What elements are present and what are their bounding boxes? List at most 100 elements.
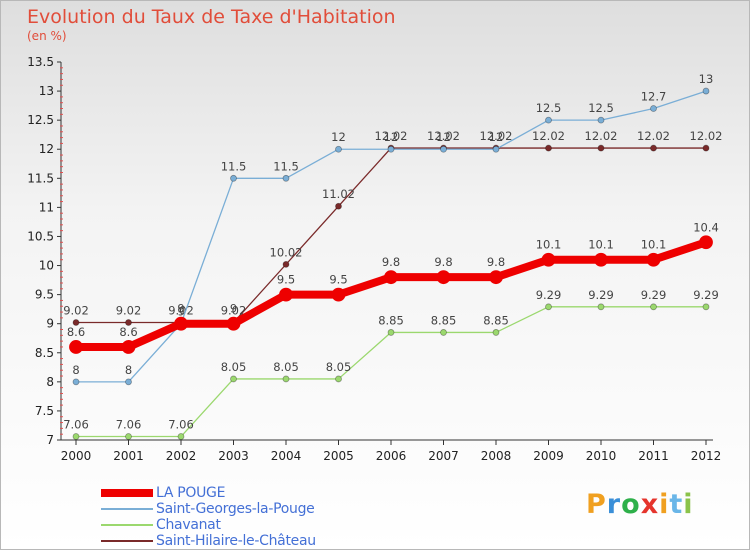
series-chavanat-point [177,433,185,440]
y-tick-label: 9 [46,317,54,331]
series-la-pouge-point [384,270,398,285]
series-chavanat-data-label: 9.29 [536,288,562,302]
legend-swatch [101,540,153,542]
series-chavanat-point [230,375,237,383]
series-chavanat-point [440,329,447,336]
logo-letter: o [621,489,641,520]
series-la-pouge-data-label: 9 [177,302,184,316]
series-saint-hilaire-le-ch-teau-data-label: 12.02 [375,129,408,143]
series-saint-hilaire-le-ch-teau-data-label: 12.02 [480,129,513,143]
series-saint-hilaire-le-ch-teau-data-label: 9.02 [221,304,247,318]
x-tick-label: 2008 [481,449,512,463]
series-la-pouge-data-label: 10.1 [588,238,614,252]
series-saint-georges-la-pouge-point [702,87,710,95]
x-tick-label: 2012 [691,449,722,463]
series-saint-georges-la-pouge-data-label: 13 [699,72,714,86]
x-tick-label: 2005 [323,449,354,463]
series-la-pouge-data-label: 8.6 [67,325,85,339]
series-la-pouge-point [121,340,136,354]
y-tick-label: 7 [46,433,54,447]
series-saint-georges-la-pouge-data-label: 8 [72,363,79,377]
legend-label: Saint-Georges-la-Pouge [156,501,315,517]
series-la-pouge-point [594,252,608,267]
logo-letter: x [640,489,660,520]
x-tick-label: 2002 [166,449,197,463]
series-la-pouge-data-label: 10.4 [693,220,719,234]
x-tick-label: 2003 [218,449,249,463]
series-saint-georges-la-pouge-point [282,174,290,182]
series-la-pouge-data-label: 10.1 [536,238,562,252]
logo-letter: i [659,489,670,520]
y-tick-label: 10 [39,259,54,273]
y-tick-label: 13.5 [27,55,54,69]
x-tick-label: 2004 [271,449,302,463]
series-saint-georges-la-pouge-data-label: 12.5 [536,101,562,115]
chart-title: Evolution du Taux de Taxe d'Habitation [27,6,396,28]
series-la-pouge-point [279,287,293,302]
series-saint-hilaire-le-ch-teau-point [545,144,552,152]
series-saint-georges-la-pouge-point [492,145,500,153]
series-saint-georges-la-pouge-data-label: 12 [436,130,451,144]
series-chavanat-data-label: 8.85 [483,313,509,327]
y-tick-label: 13 [39,84,54,98]
series-chavanat-data-label: 9.29 [588,288,614,302]
series-chavanat-point [72,433,80,440]
series-la-pouge-data-label: 9 [230,302,237,316]
series-la-pouge-point [646,252,661,267]
series-la-pouge-point [541,252,556,267]
series-saint-georges-la-pouge-data-label: 11.5 [273,159,299,173]
series-saint-georges-la-pouge-data-label: 12 [489,130,504,144]
series-chavanat-point [335,375,342,383]
series-la-pouge-data-label: 10.1 [641,238,667,252]
series-la-pouge-point [699,235,713,250]
series-saint-georges-la-pouge-point [335,145,342,153]
legend-label: LA POUGE [156,485,226,501]
series-saint-georges-la-pouge-data-label: 9 [177,305,184,319]
series-saint-georges-la-pouge-point [440,145,447,153]
y-tick-label: 12 [39,142,54,156]
series-saint-georges-la-pouge-point [72,378,80,386]
series-saint-hilaire-le-ch-teau-data-label: 9.02 [116,304,142,318]
legend-swatch [101,489,153,497]
series-saint-hilaire-le-ch-teau-point [125,319,132,326]
series-la-pouge-data-label: 8.6 [119,325,137,339]
proxiti-logo: Proxiti [586,489,694,520]
legend-swatch [101,508,153,510]
series-saint-hilaire-le-ch-teau-data-label: 11.02 [322,187,355,201]
series-chavanat-data-label: 7.06 [116,418,142,432]
series-chavanat-data-label: 8.85 [431,313,457,327]
series-saint-hilaire-le-ch-teau-data-label: 12.02 [637,129,670,143]
legend-swatch [101,524,153,526]
series-saint-georges-la-pouge-point [230,174,237,182]
series-la-pouge-data-label: 9.5 [329,273,347,287]
series-chavanat-point [282,375,290,383]
series-chavanat-data-label: 8.05 [221,360,247,374]
legend-label: Saint-Hilaire-le-Château [156,533,316,549]
series-la-pouge-point [174,316,188,331]
y-tick-label: 11.5 [27,171,54,185]
series-saint-hilaire-le-ch-teau-point [335,202,342,210]
logo-letter: P [586,489,607,520]
y-tick-label: 7.5 [35,404,54,418]
series-la-pouge-point [331,287,346,302]
series-saint-hilaire-le-ch-teau-data-label: 12.02 [585,129,618,143]
series-la-pouge-data-label: 9.5 [277,273,295,287]
series-saint-georges-la-pouge-point [125,378,132,386]
series-chavanat-point [387,329,395,336]
series-saint-georges-la-pouge-data-label: 8 [125,363,132,377]
series-saint-hilaire-le-ch-teau-data-label: 10.02 [270,245,303,259]
series-saint-georges-la-pouge-point [387,145,395,153]
x-tick-label: 2009 [533,449,564,463]
y-tick-label: 12.5 [27,113,54,127]
series-saint-hilaire-le-ch-teau-point [72,319,80,326]
legend-label: Chavanat [156,517,221,533]
series-saint-hilaire-le-ch-teau-data-label: 9.02 [63,304,89,318]
series-saint-hilaire-le-ch-teau-point [702,144,710,152]
series-la-pouge-point [226,316,241,331]
series-chavanat-data-label: 9.29 [693,288,719,302]
series-chavanat-point [125,433,132,440]
series-saint-georges-la-pouge-data-label: 12.7 [641,90,667,104]
series-chavanat-data-label: 8.85 [378,313,404,327]
x-tick-label: 2011 [638,449,669,463]
series-la-pouge-point [69,340,83,354]
